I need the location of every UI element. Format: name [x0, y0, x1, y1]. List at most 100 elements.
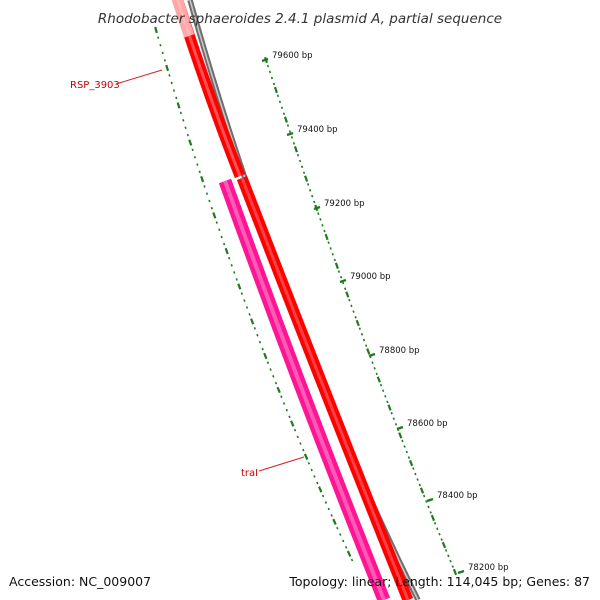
outer-track-minor-tick	[444, 549, 448, 552]
outer-track-minor-tick	[344, 287, 347, 291]
outer-track-minor-tick	[307, 183, 310, 186]
inner-track-major-tick	[237, 283, 242, 290]
inner-track-minor-tick	[210, 206, 213, 210]
inner-track-minor-tick	[280, 395, 283, 399]
sequence-backbone	[187, 0, 421, 600]
inner-track-minor-tick	[316, 481, 319, 485]
inner-track-minor-tick	[327, 507, 330, 511]
outer-track-major-tick	[334, 262, 339, 269]
inner-track-minor-tick	[293, 428, 297, 432]
gene-rsp-3903-label[interactable]: RSP_3903	[70, 80, 120, 91]
inner-track-minor-tick	[282, 402, 286, 405]
inner-track-minor-tick	[266, 361, 270, 365]
inner-track-minor-tick	[193, 155, 197, 159]
inner-track-minor-tick	[235, 278, 238, 281]
bp-major-tick	[313, 205, 321, 211]
outer-track-minor-tick	[436, 527, 439, 531]
outer-track-minor-tick	[379, 383, 383, 387]
gene-rsp-3903-fade	[171, 0, 195, 38]
outer-track-minor-tick	[309, 189, 312, 192]
outer-track-minor-tick	[362, 338, 366, 342]
inner-track-minor-tick	[157, 36, 160, 39]
outer-track-major-tick	[387, 404, 392, 411]
bp-major-tick	[457, 569, 465, 575]
map-title: Rhodobacter sphaeroides 2.4.1 plasmid A,…	[98, 11, 502, 27]
outer-track-minor-tick	[358, 327, 361, 330]
gene-trai-label[interactable]: traI	[241, 468, 258, 479]
inner-track-minor-tick	[313, 475, 316, 478]
bp-major-tick	[426, 497, 434, 503]
outer-track-minor-tick	[382, 389, 385, 393]
outer-track-minor-tick	[337, 270, 341, 273]
inner-track-minor-tick	[321, 494, 325, 498]
outer-track-minor-tick	[288, 130, 292, 133]
inner-track-minor-tick	[245, 306, 249, 309]
inner-track-major-tick	[276, 386, 281, 394]
bp-position-label: 79000 bp	[350, 272, 391, 282]
bp-major-tick	[286, 131, 294, 137]
outer-track-major-tick	[273, 86, 278, 94]
inner-track-minor-tick	[186, 133, 189, 137]
outer-track-minor-tick	[401, 439, 404, 443]
accession-label: Accession: NC_009007	[9, 574, 151, 589]
inner-track-minor-tick	[168, 74, 171, 77]
outer-track-minor-tick	[348, 298, 351, 302]
inner-track-minor-tick	[196, 163, 199, 166]
inner-track-minor-tick	[288, 415, 291, 419]
outer-track-minor-tick	[447, 554, 450, 558]
outer-track-minor-tick	[333, 258, 336, 262]
inner-track-minor-tick	[299, 442, 302, 445]
outer-track-minor-tick	[300, 165, 304, 169]
inner-track-minor-tick	[172, 89, 176, 92]
outer-track-minor-tick	[414, 472, 417, 476]
inner-track-minor-tick	[253, 327, 256, 330]
outer-track-minor-tick	[290, 136, 294, 139]
inner-track-major-tick	[317, 486, 323, 493]
inner-track-minor-tick	[220, 235, 223, 239]
outer-track-minor-tick	[390, 411, 393, 415]
inner-track-major-tick	[212, 212, 217, 219]
sequence-backbone-highlight	[189, 0, 419, 600]
inner-track-minor-tick	[203, 185, 206, 188]
bp-major-tick	[396, 425, 404, 431]
inner-track-minor-tick	[324, 501, 328, 504]
inner-track-minor-tick	[184, 126, 187, 130]
bp-major-tick	[261, 57, 269, 63]
inner-track-major-tick	[263, 352, 268, 360]
bp-position-label: 79600 bp	[272, 51, 313, 61]
outer-track-minor-tick	[298, 159, 302, 163]
bp-major-tick	[368, 352, 376, 358]
outer-track-minor-tick	[440, 538, 443, 541]
inner-track-minor-tick	[339, 533, 342, 536]
inner-track-major-tick	[200, 175, 205, 183]
outer-track-minor-tick	[425, 500, 428, 503]
outer-track-minor-tick	[321, 224, 324, 227]
outer-track-minor-tick	[438, 532, 441, 536]
outer-track-minor-tick	[280, 106, 284, 110]
inner-track-minor-tick	[163, 59, 166, 62]
outer-track-minor-tick	[313, 200, 316, 204]
inner-track-minor-tick	[302, 448, 305, 452]
inner-track-minor-tick	[256, 333, 259, 337]
bp-major-tick	[339, 278, 347, 284]
outer-track-minor-tick	[352, 310, 355, 313]
inner-track-minor-tick	[272, 375, 275, 378]
outer-track-minor-tick	[371, 361, 374, 364]
inner-track-minor-tick	[344, 545, 348, 549]
outer-track-minor-tick	[418, 483, 421, 487]
inner-track-major-tick	[188, 139, 193, 146]
outer-track-minor-tick	[329, 247, 332, 250]
outer-track-major-tick	[452, 568, 458, 576]
inner-track-minor-tick	[159, 43, 162, 47]
outer-track-minor-tick	[365, 344, 368, 347]
outer-track-major-tick	[355, 319, 360, 327]
bp-position-label: 78800 bp	[379, 346, 420, 356]
outer-track-minor-tick	[286, 124, 290, 127]
outer-track-minor-tick	[429, 511, 432, 514]
outer-track-major-tick	[366, 348, 371, 355]
outer-track-major-tick	[430, 514, 436, 522]
outer-track-minor-tick	[311, 194, 314, 198]
outer-track-minor-tick	[433, 522, 437, 525]
inner-track-minor-tick	[240, 292, 243, 295]
outer-tick-track	[264, 56, 458, 576]
